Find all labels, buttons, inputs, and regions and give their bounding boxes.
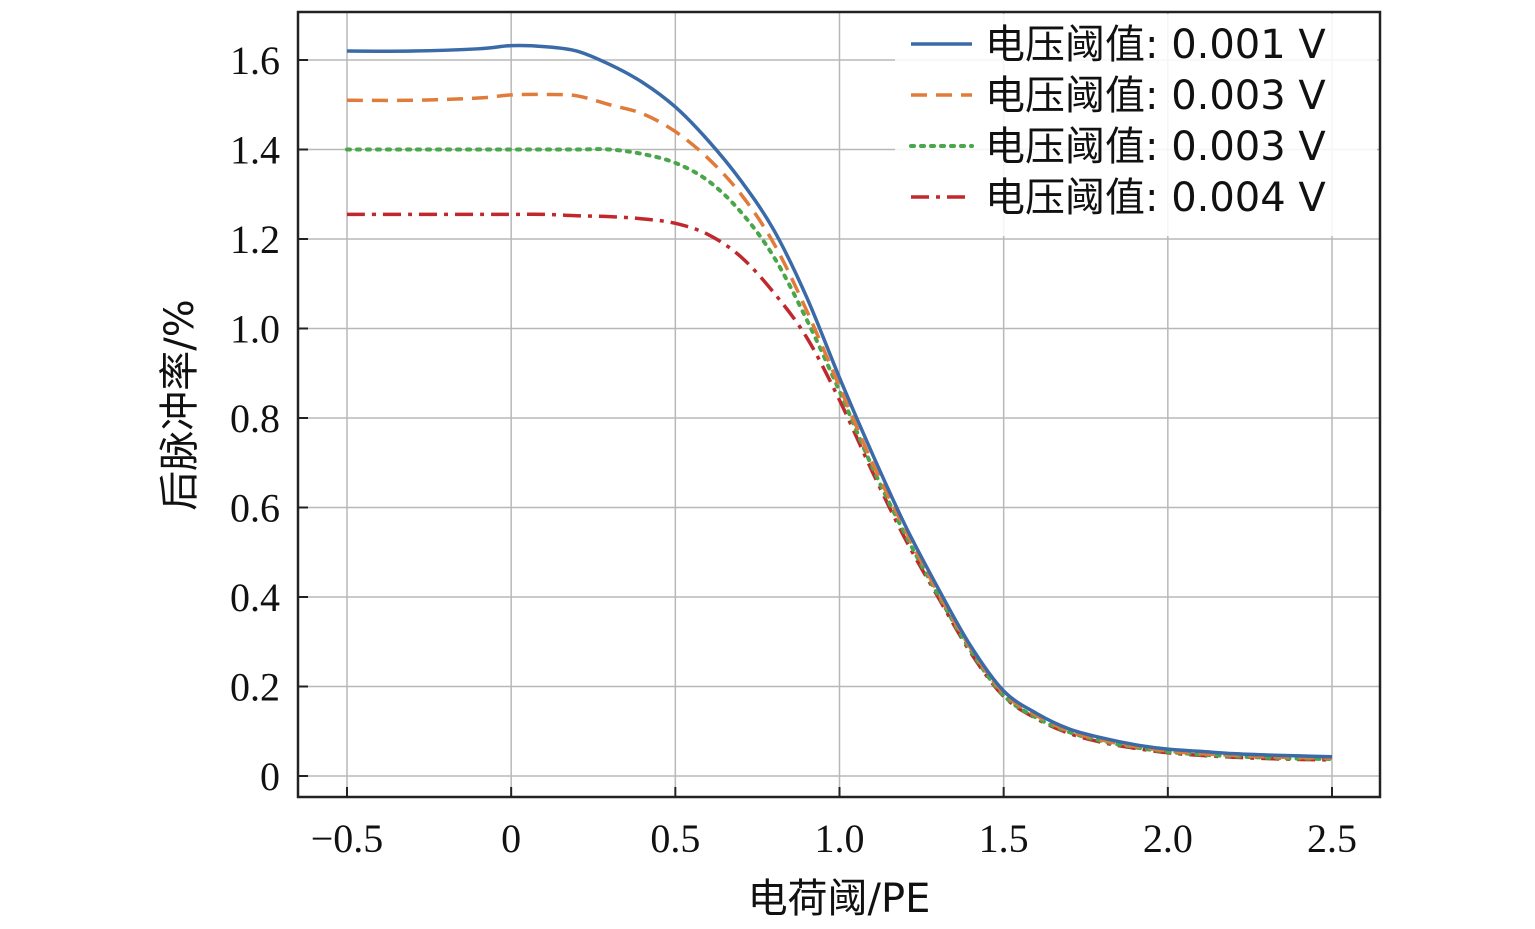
- axis-ticks: −0.5 0 0.5 1.0 1.5 2.0 2.5 0 0.2 0.4 0.6 0.8 1.0 1.2 1…: [230, 38, 1357, 861]
- series-line-3: [345, 147, 1334, 761]
- legend-box: [895, 14, 1377, 236]
- legend-label-1: 电压阈值: 0.001 V: [985, 22, 1326, 68]
- legend-label-2: 电压阈值: 0.003 V: [985, 73, 1326, 119]
- y-tick-label: 0: [260, 754, 280, 799]
- y-tick-label: 1.0: [230, 307, 280, 352]
- x-tick-label: 0: [501, 816, 521, 861]
- y-tick-label: 0.6: [230, 486, 280, 531]
- y-axis-title: 后脉冲率/%: [157, 299, 203, 510]
- x-tick-label: 1.0: [815, 816, 865, 861]
- y-tick-label: 0.2: [230, 665, 280, 710]
- x-tick-label: 0.5: [650, 816, 700, 861]
- legend-label-3: 电压阈值: 0.003 V: [985, 124, 1326, 170]
- x-tick-label: −0.5: [311, 816, 384, 861]
- y-tick-label: 0.4: [230, 575, 280, 620]
- y-tick-label: 1.2: [230, 217, 280, 262]
- legend: 电压阈值: 0.001 V 电压阈值: 0.003 V 电压阈值: 0.003 V 电…: [895, 14, 1377, 236]
- y-tick-label: 1.4: [230, 128, 280, 173]
- x-tick-label: 2.5: [1307, 816, 1357, 861]
- series-line-4: [346, 212, 1333, 762]
- x-tick-label: 2.0: [1143, 816, 1193, 861]
- x-axis-title: 电荷阈/PE: [748, 876, 931, 922]
- x-tick-label: 1.5: [979, 816, 1029, 861]
- legend-label-4: 电压阈值: 0.004 V: [985, 175, 1326, 221]
- y-tick-label: 0.8: [230, 396, 280, 441]
- series-line-1: [346, 43, 1333, 759]
- series-lines: [345, 43, 1334, 762]
- y-tick-label: 1.6: [230, 38, 280, 83]
